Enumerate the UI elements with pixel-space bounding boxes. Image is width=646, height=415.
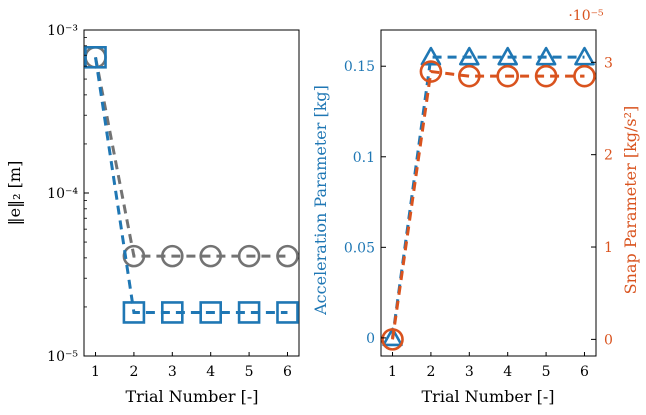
right-left-y-tick-label: 0.15 [344,59,375,75]
right-right-y-tick-label: 1 [604,240,613,256]
right-data-point-blue [420,46,442,66]
right-data-point-orange [381,328,404,351]
left-data-point-gray [161,244,184,268]
left-y-tick-label: 10⁻⁵ [47,349,78,365]
left-data-point-blue [122,301,146,324]
left-series-line-blue [94,57,288,314]
right-right-axis-label: Snap Parameter [kg/s²] [621,106,640,295]
left-data-point-blue [237,301,261,324]
right-data-point-blue [535,46,557,66]
left-x-tick-label: 5 [245,364,254,380]
right-series-line-orange [391,69,585,340]
left-x-tick-label: 3 [168,364,177,380]
left-y-tick-label: 10⁻⁴ [47,186,78,202]
left-panel: 1 2 3 4 5 6 10⁻⁵ 10⁻⁴ 10⁻³ Trial Number [-] ‖e‖… [5,23,300,406]
right-right-y-tick-label: 2 [604,148,613,164]
left-x-tick-label: 1 [91,364,100,380]
right-data-point-blue [497,46,518,66]
right-x-tick-label: 3 [465,364,474,380]
right-x-tick-label: 6 [580,364,589,380]
right-right-y-tick-label: 3 [604,55,613,71]
left-x-tick-label: 2 [129,364,138,380]
right-plot-frame [380,29,597,357]
right-data-point-blue [382,327,403,347]
right-right-y-tick-label: 0 [604,332,613,348]
right-data-point-orange [573,64,596,88]
left-data-point-blue [84,46,107,69]
left-series-line-gray [94,57,288,258]
left-y-axis-label: ‖e‖₂ [m] [5,161,24,226]
left-y-tick-label: 10⁻³ [47,23,78,39]
right-left-y-tick-label: 0.05 [344,240,375,256]
right-left-axis-label: Acceleration Parameter [kg] [311,85,330,316]
left-data-point-gray [122,244,146,268]
right-panel: 1 2 3 4 5 6 0 0.05 0.1 0.15 0 1 2 3 Trial Number [-… [311,8,640,406]
right-data-point-blue [459,46,480,66]
right-x-tick-label: 2 [426,364,435,380]
left-data-point-gray [276,244,299,268]
right-data-point-orange [496,64,519,88]
left-data-point-blue [276,301,299,324]
right-left-y-tick-label: 0.1 [353,150,375,166]
left-x-tick-label: 6 [283,364,292,380]
left-data-point-gray [199,244,222,268]
right-data-point-blue [574,46,595,66]
right-data-point-orange [534,64,558,88]
right-series-line-blue [391,55,585,339]
right-data-point-orange [419,60,443,83]
right-data-point-orange [458,64,481,88]
left-data-point-gray [237,244,261,268]
right-x-tick-label: 1 [388,364,397,380]
left-x-tick-label: 4 [206,364,215,380]
right-left-y-tick-label: 0 [366,331,375,347]
left-data-point-blue [161,301,184,324]
right-x-tick-label: 5 [542,364,551,380]
left-x-axis-label: Trial Number [-] [126,387,259,406]
right-axis-multiplier: ·10⁻⁵ [568,8,604,24]
right-x-axis-label: Trial Number [-] [422,387,555,406]
left-data-point-blue [199,301,222,324]
right-x-tick-label: 4 [503,364,512,380]
